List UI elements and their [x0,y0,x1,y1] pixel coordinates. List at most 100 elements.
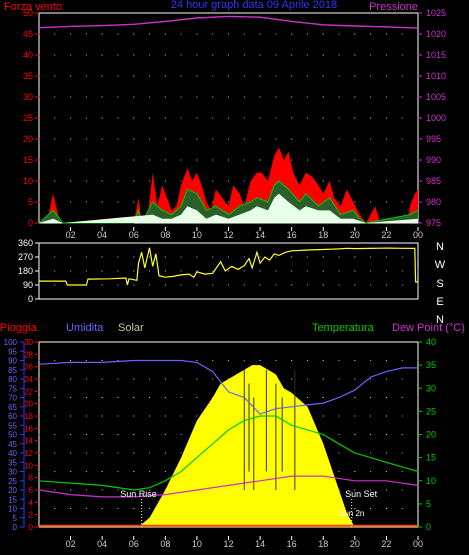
chart3-grid-dot [101,434,103,435]
chart1-right-tick-label: 990 [426,155,441,165]
chart1-grid-dot [354,54,356,56]
chart1-grid-dot [243,117,245,119]
chart3-grid-dot [306,378,308,380]
chart1-grid-dot [133,138,135,140]
chart1-grid-dot [149,75,151,77]
chart3-grid-dot [417,415,419,417]
annotation-sun-2n: Sun 2n [339,509,364,518]
chart1-grid-dot [259,138,261,140]
chart2-grid-dot [164,270,166,272]
chart1-grid-dot [338,54,340,56]
chart1-grid-dot [164,180,166,182]
chart1-grid-dot [228,138,229,140]
chart1-grid-dot [228,159,229,161]
chart3-grid-dot [354,415,356,417]
chart1-grid-dot [291,96,293,98]
chart2-grid-dot [385,256,387,258]
chart1-grid-dot [54,117,56,119]
chart1-left-tick-label: 35 [23,71,33,81]
chart2-grid-dot [275,270,277,272]
chart2-grid-dot [401,270,403,272]
chart1-grid-dot [354,201,356,203]
chart3-grid-dot [401,415,403,417]
chart1-grid-dot [401,138,403,140]
chart3-grid-dot [54,471,56,472]
chart3-grid-dot [85,489,87,491]
chart1-grid-dot [70,138,72,140]
chart3-grid-dot [101,471,103,472]
chart1-grid-dot [180,180,182,182]
chart2-grid-dot [212,270,214,272]
chart2-direction-label: N [436,314,444,326]
chart3-x-tick-label: 16 [287,539,297,549]
chart1-x-tick-label: 06 [129,230,139,240]
chart3-outer-tick-label: 15 [8,495,17,504]
chart1-grid-dot [243,180,245,182]
chart1-grid-dot [306,75,308,77]
chart3-inner-tick-label: 6 [29,486,34,495]
chart3-x-tick-label: 02 [66,539,76,549]
chart1-grid-dot [385,201,387,203]
chart1-grid-dot [338,33,340,35]
chart1-grid-dot [164,75,166,77]
chart2-grid-dot [370,256,372,258]
chart3-right-tick-label: 0 [426,522,431,532]
series-wind-speed-area [39,147,418,223]
chart1-grid-dot [85,117,87,119]
chart2-grid-dot [275,284,277,286]
chart3-inner-tick-label: 12 [24,449,33,458]
chart2-grid-dot [212,256,214,258]
chart3-grid-dot [196,378,198,380]
chart3-grid-dot [133,415,135,417]
chart1-grid-dot [243,96,245,98]
chart1-grid-dot [385,33,387,35]
chart1-grid-dot [164,138,166,140]
chart1-grid-dot [117,75,119,77]
chart2-grid-dot [54,270,56,272]
chart3-grid-dot [180,397,182,398]
chart3-outer-tick-label: 95 [8,347,17,356]
chart3-grid-dot [417,360,419,361]
chart1-right-tick-label: 1000 [426,113,446,123]
chart1-grid-dot [133,54,135,56]
chart3-grid-dot [149,397,151,398]
chart2-grid-dot [259,270,261,272]
chart1-grid-dot [196,54,198,56]
chart1-grid-dot [259,96,261,98]
chart3-outer-tick-label: 80 [8,375,17,384]
chart3-grid-dot [85,360,87,361]
chart2-grid-dot [291,284,293,286]
chart2-grid-dot [164,284,166,286]
chart1-grid-dot [291,159,293,161]
chart1-grid-dot [212,96,214,98]
chart1-right-tick-label: 1015 [426,50,446,60]
chart1-grid-dot [354,75,356,77]
chart2-left-tick-label: 270 [18,252,33,262]
chart1-grid-dot [385,96,387,98]
chart3-grid-dot [385,378,387,380]
chart3-grid-dot [133,378,135,380]
chart2-grid-dot [259,284,261,286]
chart1-grid-dot [117,33,119,35]
chart3-inner-tick-label: 2 [29,511,34,520]
chart3-grid-dot [401,452,403,454]
chart2-grid-dot [117,270,119,272]
chart1-grid-dot [228,54,229,56]
chart1-grid-dot [180,138,182,140]
chart3-grid-dot [370,471,372,472]
chart1-grid-dot [101,117,103,119]
chart1-grid-dot [101,33,103,35]
chart1-grid-dot [322,180,324,182]
chart3-inner-tick-label: 30 [24,338,33,347]
chart1-right-tick-label: 995 [426,134,441,144]
chart1-x-tick-label: 00 [413,230,423,240]
chart1-grid-dot [117,117,119,119]
chart3-x-tick-label: 12 [223,539,233,549]
chart1-x-tick-label: 02 [66,230,76,240]
chart2-grid-dot [70,270,72,272]
series-mean-wind-area [39,193,418,223]
chart3-grid-dot [117,471,119,472]
chart1-grid-dot [354,180,356,182]
chart2-grid-dot [243,270,245,272]
chart3-grid-dot [70,471,72,472]
